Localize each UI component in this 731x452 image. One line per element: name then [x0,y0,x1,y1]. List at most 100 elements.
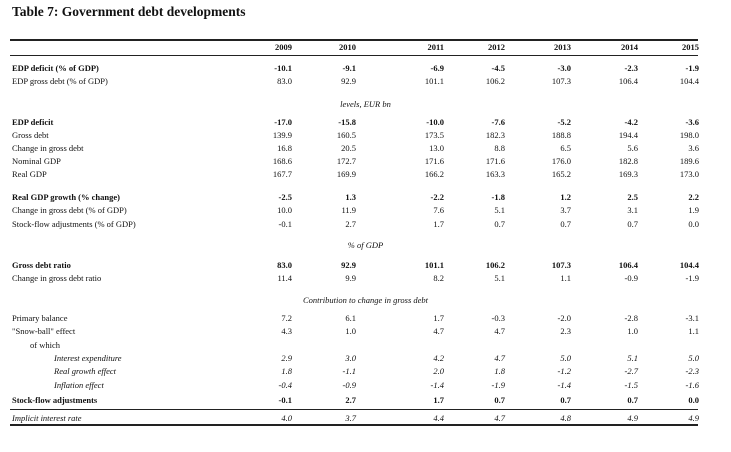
cell-2014: 5.6 [627,143,638,153]
cell-2013: -1.4 [557,380,571,390]
cell-2011: 4.4 [433,413,444,423]
cell-2013: 1.1 [560,273,571,283]
cell-2014: -2.3 [624,63,638,73]
cell-2012: -0.3 [491,313,505,323]
row-label: Real GDP growth (% change) [12,192,120,202]
row-label: EDP gross debt (% of GDP) [12,76,108,86]
cell-2014: 0.7 [627,219,638,229]
cell-2010: 172.7 [336,156,356,166]
cell-2014: 1.0 [627,326,638,336]
cell-2012: -1.9 [491,380,505,390]
bottom-rule [10,424,698,426]
cell-2009: 83.0 [277,76,292,86]
cell-2011: 101.1 [424,260,444,270]
cell-2010: 169.9 [336,169,356,179]
cell-2009: -0.1 [278,219,292,229]
cell-2013: 2.3 [560,326,571,336]
cell-2015: 189.6 [679,156,699,166]
row-label: Change in gross debt [12,143,84,153]
cell-2014: 3.1 [627,205,638,215]
cell-2012: 1.8 [494,366,505,376]
cell-2010: 6.1 [345,313,356,323]
cell-2012: 8.8 [494,143,505,153]
cell-2012: -7.6 [491,117,505,127]
cell-2015: 1.9 [688,205,699,215]
cell-2013: 3.7 [560,205,571,215]
cell-2013: 0.7 [560,395,571,405]
table-row: Gross debt 139.9 160.5 173.5 182.3 188.8 194.4… [0,130,731,142]
table-row: EDP gross debt (% of GDP) 83.0 92.9 101.1 10… [0,76,731,88]
header-rule [10,55,698,56]
row-label: Interest expenditure [54,353,122,363]
cell-2009: 16.8 [277,143,292,153]
cell-2012: 163.3 [485,169,505,179]
year-2013: 2013 [554,42,571,52]
row-label: Real growth effect [54,366,117,376]
table-row: Stock-flow adjustments -0.1 2.7 1.7 0.7 0.7 0.… [0,395,731,407]
row-label: Stock-flow adjustments (% of GDP) [12,219,136,229]
cell-2009: 7.2 [281,313,292,323]
cell-2012: 5.1 [494,273,505,283]
cell-2012: 4.7 [494,353,505,363]
cell-2010: 92.9 [341,76,356,86]
table-row: Change in gross debt 16.8 20.5 13.0 8.8 6.5 5.… [0,143,731,155]
cell-2009: 11.4 [277,273,292,283]
cell-2014: -0.9 [624,273,638,283]
cell-2011: 13.0 [429,143,444,153]
cell-2013: -1.2 [557,366,571,376]
cell-2015: 104.4 [679,76,699,86]
row-label: Implicit interest rate [12,413,82,423]
cell-2011: 7.6 [433,205,444,215]
cell-2010: 1.0 [345,326,356,336]
row-label: Stock-flow adjustments [12,395,98,405]
cell-2009: -0.1 [278,395,292,405]
cell-2014: -2.8 [624,313,638,323]
cell-2012: -4.5 [491,63,505,73]
row-label: "Snow-ball" effect [12,326,76,336]
cell-2015: -1.9 [685,63,699,73]
row-label: Inflation effect [54,380,104,390]
table-row: Real growth effect 1.8 -1.1 2.0 1.8 -1.2 -2.7 -… [0,366,731,378]
cell-2013: -2.0 [557,313,571,323]
year-2012: 2012 [488,42,505,52]
row-label: EDP deficit [12,117,54,127]
cell-2011: -10.0 [426,117,444,127]
cell-2013: 176.0 [551,156,571,166]
table-row: Change in gross debt ratio 11.4 9.9 8.2 5.1 1… [0,273,731,285]
cell-2014: 182.8 [618,156,638,166]
table-row: Interest expenditure 2.9 3.0 4.2 4.7 5.0 5.1 5.… [0,353,731,365]
row-label: Nominal GDP [12,156,61,166]
cell-2010: -0.9 [342,380,356,390]
cell-2012: -1.8 [491,192,505,202]
cell-2014: 169.3 [618,169,638,179]
cell-2014: 2.5 [627,192,638,202]
row-label: Change in gross debt (% of GDP) [12,205,127,215]
cell-2011: 1.7 [433,395,444,405]
cell-2011: 2.0 [433,366,444,376]
cell-2014: 106.4 [618,260,638,270]
cell-2015: 0.0 [688,219,699,229]
year-2010: 2010 [339,42,356,52]
table-row: EDP deficit (% of GDP) -10.1 -9.1 -6.9 -4.5 -… [0,63,731,75]
cell-2010: 2.7 [345,395,356,405]
cell-2011: 1.7 [433,313,444,323]
cell-2012: 0.7 [494,219,505,229]
cell-2010: -15.8 [338,117,356,127]
year-2009: 2009 [275,42,292,52]
cell-2009: 10.0 [277,205,292,215]
cell-2009: 4.0 [281,413,292,423]
cell-2010: 92.9 [341,260,356,270]
cell-2014: 194.4 [618,130,638,140]
pre-last-rule [10,409,698,410]
section-contribution: Contribution to change in gross debt [302,295,429,305]
row-label: Gross debt ratio [12,260,71,270]
cell-2011: -6.9 [430,63,444,73]
cell-2013: -5.2 [557,117,571,127]
cell-2015: 173.0 [679,169,699,179]
table-row: of which [0,340,731,352]
cell-2010: 2.7 [345,219,356,229]
cell-2010: -9.1 [342,63,356,73]
cell-2013: 107.3 [551,76,571,86]
table-row: Stock-flow adjustments (% of GDP) -0.1 2.7… [0,219,731,231]
cell-2012: 0.7 [494,395,505,405]
